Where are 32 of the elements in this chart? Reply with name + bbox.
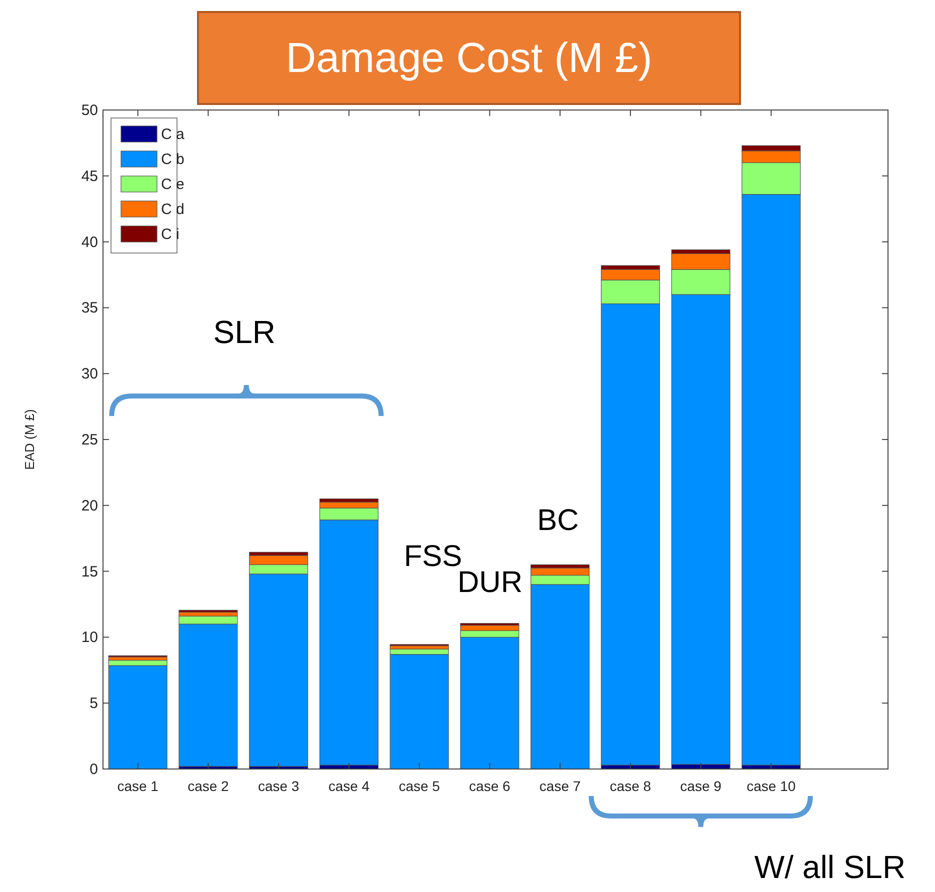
x-tick-label: case 4 bbox=[328, 778, 370, 794]
x-tick-label: case 8 bbox=[610, 778, 652, 794]
x-tick-label: case 10 bbox=[746, 778, 796, 794]
y-tick-label: 0 bbox=[90, 761, 98, 778]
y-tick-label: 25 bbox=[81, 432, 98, 448]
y-tick-label: 10 bbox=[81, 629, 98, 646]
x-tick-label: case 5 bbox=[398, 778, 440, 794]
x-tick-label: case 6 bbox=[469, 778, 511, 794]
y-tick-label: 15 bbox=[81, 563, 98, 580]
text: W/ all SLR bbox=[754, 849, 906, 885]
y-tick-label: 5 bbox=[90, 695, 98, 712]
chart-title: Damage Cost (M £) bbox=[286, 34, 652, 81]
legend-label: C i bbox=[161, 226, 180, 243]
legend-label: C a bbox=[161, 126, 185, 143]
annotation: DUR bbox=[458, 566, 522, 599]
y-tick-label: 20 bbox=[81, 497, 98, 514]
legend-label: C d bbox=[161, 201, 184, 218]
y-tick-label: 40 bbox=[81, 234, 98, 251]
x-tick-label: case 9 bbox=[680, 778, 722, 794]
y-tick-label: 45 bbox=[81, 168, 98, 185]
x-tick-label: case 3 bbox=[258, 778, 300, 794]
y-tick-label: 50 bbox=[81, 102, 98, 119]
annotation: SLR bbox=[213, 314, 276, 350]
legend-label: C e bbox=[161, 176, 184, 193]
x-tick-label: case 2 bbox=[188, 778, 230, 794]
y-tick-label: 30 bbox=[81, 366, 98, 383]
annotation: BC bbox=[537, 504, 579, 537]
y-axis-title: EAD (M £) bbox=[22, 409, 37, 470]
x-tick-label: case 7 bbox=[539, 778, 581, 794]
legend-label: C b bbox=[161, 151, 184, 168]
x-tick-label: case 1 bbox=[117, 778, 159, 794]
y-tick-label: 35 bbox=[81, 300, 98, 317]
